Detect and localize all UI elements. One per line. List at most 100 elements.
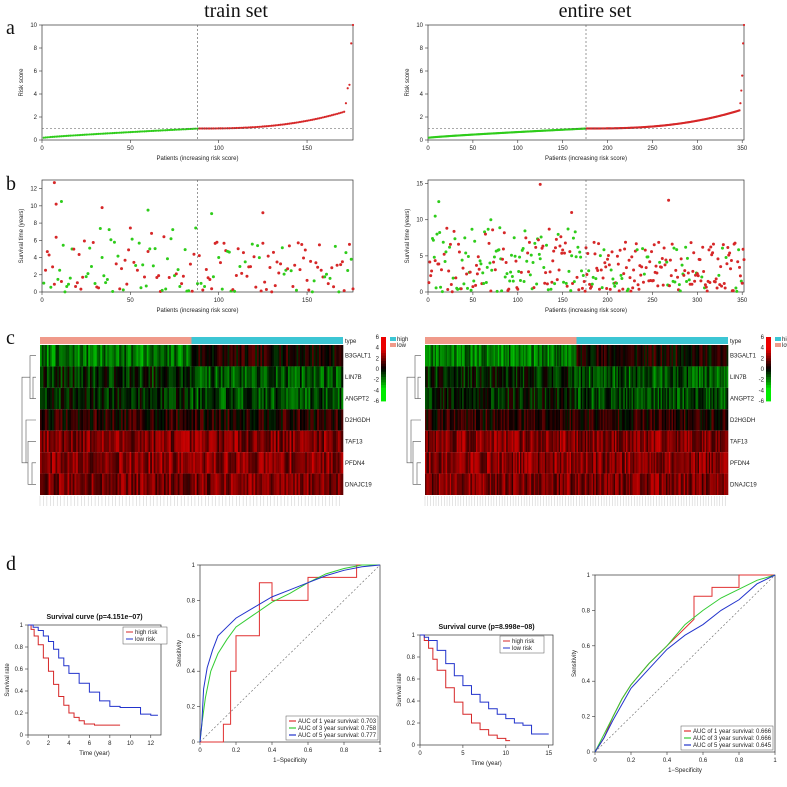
alive-patient-point: [56, 277, 60, 281]
heatmap-cell: [188, 430, 191, 453]
heatmap-cell: [194, 345, 197, 367]
heatmap-cell: [577, 366, 580, 388]
heatmap-cell: [231, 387, 234, 410]
heatmap-cell: [650, 430, 653, 453]
high-risk-point: [215, 127, 219, 130]
x-tick-label: 150: [558, 146, 569, 152]
heatmap-cell: [227, 430, 230, 453]
heatmap-cell: [89, 345, 92, 367]
heatmap-cell: [189, 430, 192, 453]
low-risk-point: [118, 131, 121, 134]
heatmap-cell: [325, 430, 328, 453]
heatmap-cell: [653, 345, 656, 367]
alive-patient-point: [176, 268, 180, 272]
heatmap-cell: [444, 387, 446, 410]
heatmap-cell: [294, 430, 297, 453]
heatmap-cell: [561, 345, 564, 367]
heatmap-cell: [675, 452, 678, 474]
heatmap-cell: [449, 345, 452, 367]
heatmap-cell: [206, 452, 210, 474]
heatmap-cell: [632, 345, 635, 367]
heatmap-cell: [690, 366, 693, 388]
heatmap-cell: [188, 473, 191, 495]
heatmap-cell: [205, 345, 208, 367]
heatmap-cell: [655, 473, 657, 495]
heatmap-cell: [588, 387, 591, 410]
heatmap-cell: [215, 430, 218, 453]
dead-patient-point: [457, 250, 461, 254]
patient-point: [100, 206, 104, 210]
heatmap-cell: [522, 409, 525, 431]
y-tick-label: 0: [412, 743, 416, 749]
heatmap-cell: [115, 345, 118, 367]
color-scale-label: -4: [374, 388, 380, 394]
heatmap-cell: [237, 409, 241, 431]
x-tick-label: 10: [502, 751, 509, 757]
high-risk-point: [740, 89, 743, 92]
heatmap-cell: [594, 366, 597, 388]
heatmap-cell: [707, 387, 710, 410]
low-risk-point: [78, 133, 81, 137]
heatmap-cell: [126, 409, 129, 431]
heatmap-cell: [642, 409, 645, 431]
dead-patient-point: [125, 282, 129, 286]
heatmap-cell: [69, 473, 72, 495]
dead-patient-point: [245, 274, 249, 278]
heatmap-cell: [201, 345, 204, 367]
alive-patient-point: [600, 286, 604, 290]
heatmap-cell: [324, 430, 327, 453]
heatmap-cell: [157, 452, 160, 474]
dead-patient-point: [527, 270, 531, 274]
heatmap-cell: [100, 452, 103, 474]
heatmap-cell: [643, 387, 646, 410]
heatmap-cell: [453, 409, 456, 431]
alive-patient-point: [535, 282, 539, 286]
heatmap-cell: [139, 387, 142, 410]
heatmap-cell: [677, 387, 679, 410]
high-risk-point: [328, 114, 332, 117]
heatmap-cell: [281, 430, 284, 453]
dead-patient-point: [552, 249, 556, 253]
dead-patient-point: [74, 285, 78, 289]
heatmap-cell: [518, 366, 521, 388]
heatmap-cell: [677, 473, 679, 495]
heatmap-cell: [229, 387, 232, 410]
low-risk-point: [93, 133, 97, 136]
heatmap-cell: [277, 452, 280, 474]
heatmap-cell: [656, 345, 659, 367]
heatmap-cell: [564, 430, 566, 453]
heatmap-cell: [650, 366, 653, 388]
heatmap-cell: [561, 366, 564, 388]
heatmap-cell: [623, 452, 626, 474]
heatmap-cell: [462, 452, 464, 474]
heatmap-cell: [324, 409, 327, 431]
heatmap-cell: [587, 430, 590, 453]
heatmap-cell: [610, 473, 613, 495]
heatmap-cell: [145, 345, 148, 367]
legend-label: AUC of 1 year survival: 0.703: [298, 719, 377, 725]
heatmap-cell: [460, 345, 463, 367]
heatmap-cell: [163, 387, 166, 410]
heatmap-cell: [201, 409, 204, 431]
alive-patient-point: [486, 227, 490, 231]
heatmap-cell: [294, 452, 297, 474]
heatmap-cell: [256, 366, 259, 388]
heatmap-cell: [568, 430, 570, 453]
heatmap-cell: [58, 345, 61, 367]
dead-patient-point: [45, 250, 49, 254]
heatmap-cell: [597, 366, 599, 388]
heatmap-cell: [664, 452, 667, 474]
heatmap-cell: [299, 387, 302, 410]
heatmap-cell: [52, 387, 55, 410]
dead-patient-point: [489, 289, 493, 293]
heatmap-cell: [624, 387, 627, 410]
heatmap-cell: [666, 409, 668, 431]
heatmap-cell: [661, 430, 664, 453]
heatmap-cell: [146, 387, 149, 410]
high-risk-point: [346, 87, 349, 90]
heatmap-cell: [623, 366, 626, 388]
heatmap-cell: [529, 345, 532, 367]
heatmap-cell: [45, 409, 48, 431]
dead-patient-point: [215, 240, 219, 244]
heatmap-cell: [582, 473, 584, 495]
